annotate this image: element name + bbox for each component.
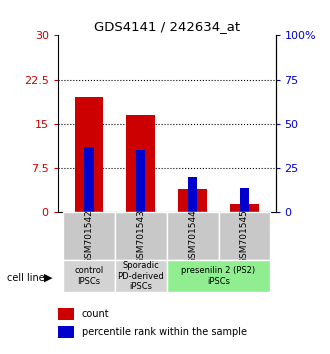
Bar [136,150,146,212]
Text: presenilin 2 (PS2)
iPSCs: presenilin 2 (PS2) iPSCs [182,267,255,286]
Bar [115,212,167,260]
Title: GDS4141 / 242634_at: GDS4141 / 242634_at [94,20,240,33]
Bar [115,260,167,292]
Bar [58,308,74,320]
Text: cell line: cell line [7,273,44,283]
Bar [167,212,218,260]
Bar [75,97,103,212]
Bar [167,260,270,292]
Bar [63,212,115,260]
Bar [84,147,93,212]
Text: control
IPSCs: control IPSCs [74,267,104,286]
Bar [188,177,197,212]
Text: GSM701544: GSM701544 [188,209,197,264]
Bar [230,204,259,212]
Text: GSM701545: GSM701545 [240,209,249,264]
Text: Sporadic
PD-derived
iPSCs: Sporadic PD-derived iPSCs [117,261,164,291]
Text: GSM701543: GSM701543 [136,209,145,264]
Text: GSM701542: GSM701542 [84,209,93,264]
Bar [178,189,207,212]
Bar [58,326,74,338]
Bar [218,212,270,260]
Bar [63,260,115,292]
Text: ▶: ▶ [44,273,52,283]
Bar [126,115,155,212]
Bar [240,188,249,212]
Text: percentile rank within the sample: percentile rank within the sample [82,327,247,337]
Text: count: count [82,309,109,319]
